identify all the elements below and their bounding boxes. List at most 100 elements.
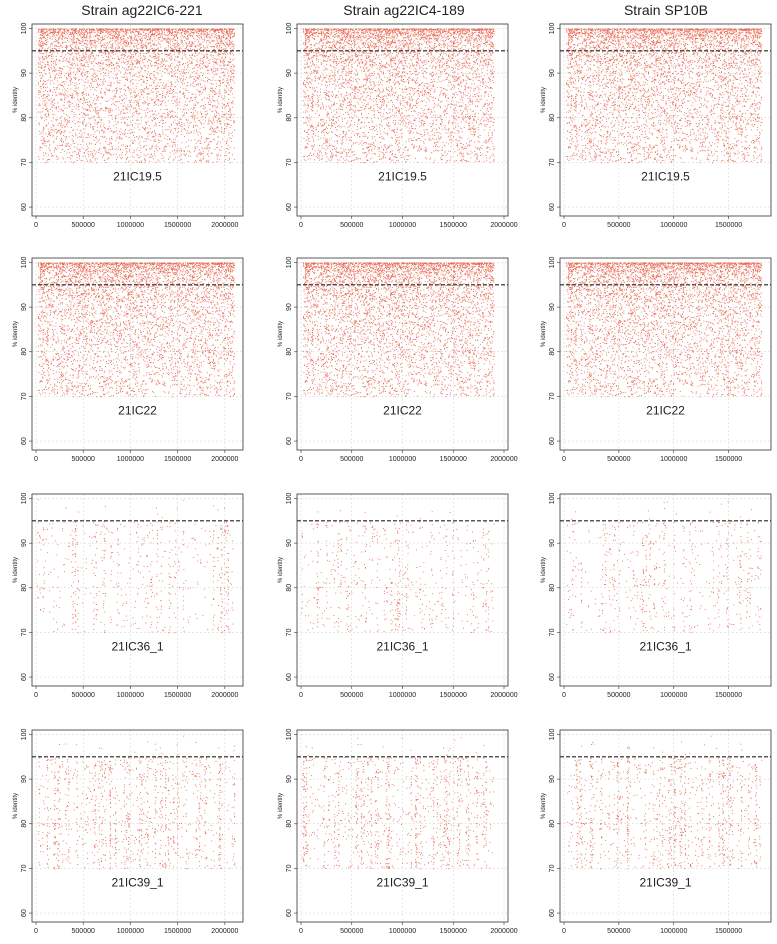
data-point <box>54 131 55 132</box>
data-point <box>77 44 78 45</box>
data-point <box>41 86 42 87</box>
data-point <box>45 143 46 144</box>
data-point <box>83 69 84 70</box>
data-point <box>156 35 157 36</box>
data-point <box>44 94 45 95</box>
data-point <box>162 29 163 30</box>
data-point <box>213 92 214 93</box>
data-point <box>224 128 225 129</box>
data-point <box>40 45 41 46</box>
data-point <box>48 159 49 160</box>
data-point <box>96 114 97 115</box>
data-point <box>196 29 197 30</box>
data-point <box>55 129 56 130</box>
data-point <box>67 116 68 117</box>
data-point <box>48 100 49 101</box>
data-point <box>75 86 76 87</box>
data-point <box>231 43 232 44</box>
data-point <box>75 74 76 75</box>
data-point <box>217 120 218 121</box>
data-point <box>216 86 217 87</box>
data-point <box>142 76 143 77</box>
data-point <box>140 55 141 56</box>
data-point <box>175 152 176 153</box>
data-point <box>228 149 229 150</box>
data-point <box>66 90 67 91</box>
data-point <box>181 78 182 79</box>
data-point <box>65 126 66 127</box>
data-point <box>43 129 44 130</box>
data-point <box>181 148 182 149</box>
data-point <box>142 127 143 128</box>
data-point <box>136 86 137 87</box>
data-point <box>188 127 189 128</box>
data-point <box>196 96 197 97</box>
data-point <box>230 112 231 113</box>
data-point <box>56 149 57 150</box>
data-point <box>96 95 97 96</box>
data-point <box>88 154 89 155</box>
data-point <box>71 41 72 42</box>
data-point <box>119 137 120 138</box>
data-point <box>120 52 121 53</box>
data-point <box>226 86 227 87</box>
data-point <box>61 71 62 72</box>
data-point <box>151 157 152 158</box>
data-point <box>175 60 176 61</box>
data-point <box>223 35 224 36</box>
data-point <box>126 136 127 137</box>
data-point <box>56 95 57 96</box>
data-point <box>229 114 230 115</box>
data-point <box>170 146 171 147</box>
data-point <box>110 44 111 45</box>
data-point <box>61 73 62 74</box>
data-point <box>214 37 215 38</box>
data-point <box>211 56 212 57</box>
data-point <box>110 41 111 42</box>
data-point <box>122 117 123 118</box>
data-point <box>130 49 131 50</box>
data-point <box>132 96 133 97</box>
data-point <box>67 102 68 103</box>
data-point <box>85 74 86 75</box>
data-point <box>77 60 78 61</box>
data-point <box>175 86 176 87</box>
data-point <box>64 127 65 128</box>
data-point <box>107 45 108 46</box>
data-point <box>130 81 131 82</box>
data-point <box>227 78 228 79</box>
data-point <box>131 39 132 40</box>
data-point <box>75 147 76 148</box>
data-point <box>104 53 105 54</box>
data-point <box>217 107 218 108</box>
data-point <box>167 116 168 117</box>
data-point <box>124 103 125 104</box>
data-point <box>48 113 49 114</box>
data-point <box>141 42 142 43</box>
data-point <box>139 161 140 162</box>
data-point <box>123 39 124 40</box>
data-point <box>141 109 142 110</box>
data-point <box>163 150 164 151</box>
data-point <box>69 107 70 108</box>
data-point <box>154 119 155 120</box>
data-point <box>184 136 185 137</box>
data-point <box>93 94 94 95</box>
data-point <box>133 40 134 41</box>
data-point <box>154 131 155 132</box>
data-point <box>91 85 92 86</box>
data-points <box>38 29 235 164</box>
data-point <box>213 84 214 85</box>
data-point <box>120 97 121 98</box>
data-point <box>43 83 44 84</box>
data-point <box>188 43 189 44</box>
data-point <box>165 122 166 123</box>
data-point <box>60 84 61 85</box>
data-point <box>83 30 84 31</box>
data-point <box>89 32 90 33</box>
data-point <box>52 106 53 107</box>
data-point <box>229 85 230 86</box>
data-point <box>97 64 98 65</box>
data-point <box>138 105 139 106</box>
data-point <box>170 65 171 66</box>
